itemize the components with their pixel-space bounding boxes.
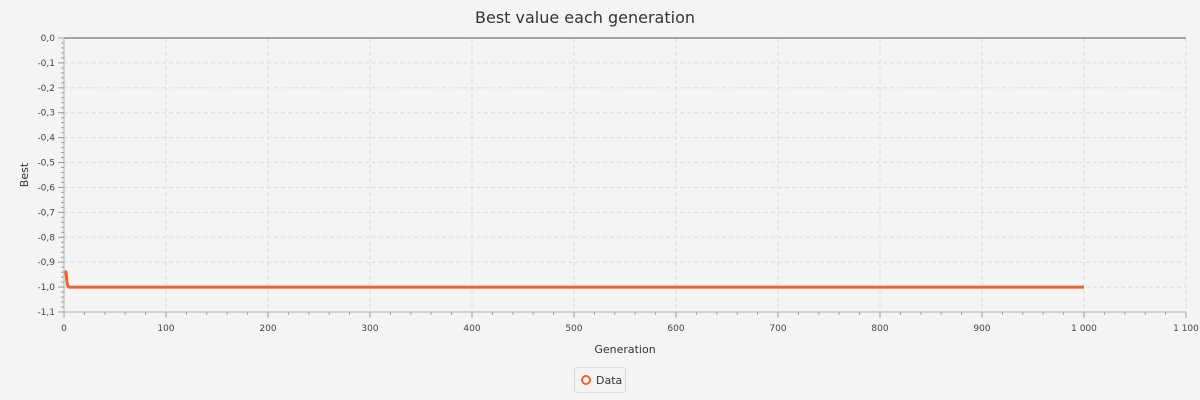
x-axis-ticks: 0 100 200 300 400 500 600 700 800 900 1 000 1 100	[61, 312, 1199, 334]
series-layer	[63, 269, 1084, 289]
x-tick-label: 400	[463, 324, 480, 334]
x-tick-label: 300	[361, 324, 378, 334]
x-axis-title: Generation	[594, 343, 655, 356]
x-tick-label: 600	[667, 324, 684, 334]
y-axis-ticks: 0,0 -0,1 -0,2 -0,3 -0,4 -0,5 -0,6 -0,7 -0,8 -0,9 -…	[37, 34, 64, 318]
chart-title: Best value each generation	[475, 8, 695, 27]
x-tick-label: 1 000	[1071, 324, 1097, 334]
y-tick-label: -0,1	[37, 59, 55, 69]
legend-label: Data	[596, 373, 623, 387]
y-tick-label: -1,1	[37, 308, 55, 318]
y-tick-label: -0,4	[37, 134, 55, 144]
legend-series-symbol-icon	[581, 375, 591, 385]
x-tick-label: 0	[61, 324, 67, 334]
y-tick-label: 0,0	[41, 34, 56, 44]
x-tick-label: 1 100	[1173, 324, 1199, 334]
x-tick-label: 700	[769, 324, 786, 334]
x-tick-label: 500	[565, 324, 582, 334]
x-tick-label: 200	[259, 324, 276, 334]
y-tick-label: -0,2	[37, 84, 55, 94]
series-line-data	[63, 269, 1084, 289]
y-tick-label: -0,7	[37, 208, 55, 218]
y-axis-title: Best	[18, 162, 31, 187]
x-tick-label: 800	[871, 324, 888, 334]
y-tick-label: -0,9	[37, 258, 55, 268]
y-tick-label: -0,5	[37, 159, 55, 169]
y-tick-label: -0,3	[37, 109, 55, 119]
y-tick-label: -0,6	[37, 183, 55, 193]
legend: Data	[574, 367, 626, 393]
y-tick-label: -0,8	[37, 233, 55, 243]
grid-lines	[64, 37, 1187, 312]
x-tick-label: 100	[157, 324, 174, 334]
y-tick-label: -1,0	[37, 283, 55, 293]
x-tick-label: 900	[973, 324, 990, 334]
axes	[63, 37, 1186, 313]
